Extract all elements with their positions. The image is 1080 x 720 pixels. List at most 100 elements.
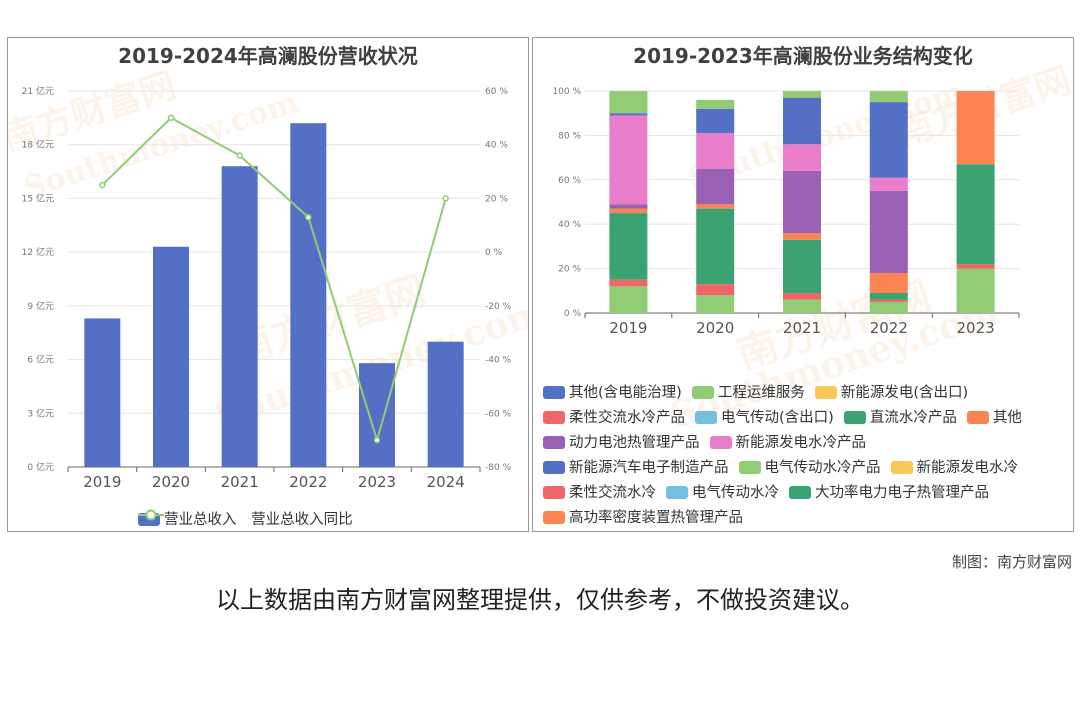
x-tick-label: 2021	[221, 473, 259, 491]
stack-segment	[609, 286, 648, 313]
yoy-line	[101, 116, 447, 444]
yoy-point	[373, 436, 381, 444]
legend-item[interactable]: 大功率电力电子热管理产品	[789, 481, 989, 502]
revenue-bar	[221, 166, 258, 467]
legend-item[interactable]: 其他(含电能治理)	[543, 381, 682, 402]
legend-item[interactable]: 直流水冷产品	[843, 406, 957, 427]
stack-segment	[609, 91, 648, 114]
x-tick-label: 2019	[83, 473, 121, 491]
legend-label: 电气传动水冷	[692, 485, 779, 501]
y-tick-label: 15 亿元	[22, 192, 54, 204]
legend-label: 新能源发电(含出口)	[840, 385, 969, 401]
legend-item[interactable]: 柔性交流水冷产品	[543, 406, 685, 427]
y-tick-label: 40 %	[558, 220, 581, 230]
legend-item[interactable]: 电气传动水冷	[666, 481, 779, 502]
stack-segment	[869, 190, 908, 274]
stack-segment	[869, 301, 908, 313]
x-tick-label: 2024	[427, 473, 465, 491]
y-tick-label: 100 %	[552, 87, 581, 97]
legend-swatch	[543, 511, 565, 524]
stack-segment	[609, 113, 648, 116]
legend-label: 柔性交流水冷产品	[569, 410, 685, 426]
legend-label: 其他	[992, 410, 1022, 426]
legend-swatch	[543, 486, 565, 499]
y2-tick-label: -80 %	[485, 463, 512, 473]
legend-label: 工程运维服务	[717, 385, 805, 401]
legend-swatch	[814, 386, 837, 399]
stack-segment	[696, 208, 735, 285]
legend-row: 新能源汽车电子制造产品 电气传动水冷产品 新能源发电水冷	[543, 456, 1028, 477]
x-tick-label: 2023	[957, 319, 995, 337]
stack-segment	[869, 273, 908, 294]
x-tick-label: 2020	[152, 473, 190, 491]
yoy-point	[167, 114, 175, 122]
revenue-bar	[359, 363, 395, 467]
y-tick-label: 21 亿元	[22, 85, 54, 97]
legend-item[interactable]: 新能源发电(含出口)	[814, 381, 969, 402]
legend-label: 高功率密度装置热管理产品	[569, 510, 743, 526]
stack-segment	[869, 102, 908, 178]
stack-segment	[696, 168, 735, 205]
stack-segment	[783, 97, 821, 145]
stack-segment	[956, 268, 995, 313]
y2-tick-label: 60 %	[485, 87, 508, 97]
legend-swatch	[543, 411, 565, 424]
revenue-bar	[84, 318, 121, 467]
stack-segment	[783, 144, 821, 171]
y2-tick-label: -60 %	[485, 409, 512, 419]
legend-item-yoy[interactable]: 营业总收入同比	[138, 508, 353, 529]
x-tick-label: 2020	[696, 319, 734, 337]
stack-segment	[956, 264, 995, 269]
legend-swatch	[691, 386, 714, 399]
stack-segment	[783, 233, 821, 240]
legend-row: 其他(含电能治理) 工程运维服务 新能源发电(含出口)	[543, 381, 978, 402]
legend-item[interactable]: 柔性交流水冷	[543, 481, 656, 502]
stack-segment	[696, 295, 735, 313]
y-tick-label: 60 %	[558, 176, 581, 186]
stack-segment	[956, 164, 995, 265]
legend-line-marker	[138, 509, 164, 521]
x-tick-label: 2021	[783, 319, 821, 337]
legend-label: 电气传动(含出口)	[721, 410, 834, 426]
y-tick-label: 12 亿元	[22, 246, 54, 258]
legend-label: 营业总收入同比	[251, 512, 353, 528]
y-tick-label: 0 亿元	[27, 461, 54, 473]
legend-label: 营业总收入	[164, 512, 237, 528]
y-tick-label: 80 %	[558, 131, 581, 141]
legend-item[interactable]: 新能源发电水冷产品	[709, 431, 866, 452]
legend-item[interactable]: 动力电池热管理产品	[543, 431, 700, 452]
legend-item[interactable]: 新能源发电水冷	[890, 456, 1019, 477]
stack-segment	[609, 213, 648, 280]
x-tick-label: 2022	[870, 319, 908, 337]
legend-row: 柔性交流水冷产品 电气传动(含出口) 直流水冷产品 其他	[543, 406, 1032, 427]
y-tick-label: 6 亿元	[27, 354, 54, 366]
legend-swatch	[890, 461, 913, 474]
yoy-point	[99, 181, 106, 189]
y2-tick-label: 20 %	[485, 194, 508, 204]
legend-swatch	[543, 436, 565, 449]
legend-label: 新能源汽车电子制造产品	[569, 460, 729, 476]
legend-swatch	[966, 411, 989, 424]
legend-label: 新能源发电水冷	[916, 460, 1019, 476]
y-tick-label: 9 亿元	[27, 300, 54, 312]
revenue-bar	[427, 341, 464, 467]
legend-item[interactable]: 新能源汽车电子制造产品	[543, 456, 729, 477]
legend-item[interactable]: 电气传动(含出口)	[695, 406, 834, 427]
stack-segment	[696, 108, 735, 134]
legend-swatch	[543, 461, 565, 474]
legend-item[interactable]: 电气传动水冷产品	[738, 456, 881, 477]
legend-swatch	[789, 486, 811, 499]
stack-segment	[783, 170, 821, 234]
stack-segment	[869, 299, 908, 302]
legend-item[interactable]: 工程运维服务	[691, 381, 805, 402]
legend-label: 动力电池热管理产品	[569, 435, 700, 451]
legend-item[interactable]: 高功率密度装置热管理产品	[543, 506, 743, 527]
legend-label: 其他(含电能治理)	[569, 385, 682, 401]
revenue-chart-panel: 南方财富网 Southmoney.com 南方财富网 Southmoney.co…	[7, 37, 529, 532]
revenue-bar	[290, 123, 327, 467]
stack-segment	[783, 299, 821, 313]
legend-row: 柔性交流水冷 电气传动水冷 大功率电力电子热管理产品	[543, 481, 999, 502]
legend-item[interactable]: 其他	[966, 406, 1022, 427]
stack-segment	[956, 91, 995, 165]
revenue-bar	[153, 246, 189, 467]
